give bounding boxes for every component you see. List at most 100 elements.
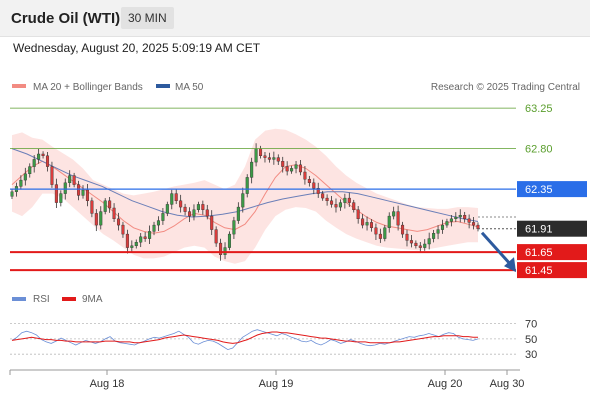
candle [94,209,98,232]
candle-body [418,245,422,248]
candle-body [334,204,338,208]
candle [418,242,422,253]
candle-body [174,193,178,202]
rsi-tick-70: 70 [525,319,537,331]
candle [383,225,387,242]
candle [276,154,280,165]
candle-body [63,182,67,194]
timeframe-button[interactable]: 30 MIN [121,7,174,29]
candle [125,229,129,254]
legend-label-ma20: MA 20 + Bollinger Bands [33,82,143,93]
levels-layer: 63.25 62.80 62.35 61.65 61.45 61.91 [10,103,587,279]
candle-body [72,175,76,185]
price-layer [10,128,480,264]
candle [214,226,218,247]
candle [174,188,178,205]
candle [72,172,76,188]
bollinger-band-area [12,128,478,264]
candle-body [170,193,174,205]
legend-swatch-ma20 [12,84,26,88]
candle-body [298,164,302,173]
candle-body [472,222,476,226]
candle [192,204,196,221]
candle-body [294,164,298,169]
candle-body [401,224,405,235]
candle [365,216,369,231]
candle [68,170,72,188]
candle [183,203,187,216]
candle [303,166,307,185]
candle-body [276,157,280,162]
x-axis: Aug 18 Aug 19 Aug 20 Aug 30 [9,370,524,390]
candle-body [54,184,58,203]
candle [59,190,63,207]
candle [54,178,58,208]
candle [330,195,334,208]
candle [23,167,27,186]
candle [90,197,94,218]
candle-body [241,193,245,208]
candle [467,214,471,229]
candle-body [356,209,360,220]
candle [232,216,236,239]
level-label-62-35: 62.35 [525,184,553,196]
rsi-legend-label-rsi: RSI [33,294,50,305]
ma50-line [11,148,479,222]
x-tick-label: Aug 18 [90,378,125,390]
candle-body [165,204,169,214]
candle [148,225,152,244]
candle-body [476,224,480,229]
candle [356,206,360,224]
candle-body [130,245,134,248]
candle-body [325,197,329,202]
candle [219,238,223,261]
candle-body [250,161,254,178]
candle-body [152,224,156,232]
rsi-9ma-line [11,331,478,344]
candle-body [396,211,400,226]
candle [108,197,112,213]
candle-body [316,187,320,194]
candle-body [423,243,427,248]
candle [423,239,427,251]
candle [50,161,54,188]
candle [427,232,431,250]
candle-body [196,204,200,210]
candle [414,240,418,249]
candle [161,208,165,225]
candle [112,203,116,223]
rsi-legend-swatch-rsi [12,297,26,301]
candle-body [161,213,165,221]
candle-body [108,200,112,209]
candle [285,161,289,176]
candle-body [77,184,81,196]
candle-body [392,211,396,217]
candle-body [369,222,374,228]
candle [458,209,462,223]
candle [392,206,396,220]
candle [179,194,183,213]
last-price-label: 61.91 [525,224,553,236]
candle-body [103,200,107,212]
candle [436,225,440,240]
candle-body [32,159,36,167]
candle-body [383,227,387,239]
candle-body [467,218,471,223]
candle [85,184,89,207]
candle-body [378,233,382,239]
candle [28,163,32,178]
candle-body [139,236,143,243]
candle [37,148,41,164]
candle-body [183,206,187,212]
candle-body [59,193,63,203]
candle-body [312,182,316,189]
legend-swatch-ma50 [156,84,170,88]
candle [316,182,320,198]
rsi-legend-label-9ma: 9MA [82,294,103,305]
candle-body [188,211,192,217]
candle-body [347,197,351,203]
candle [338,199,342,211]
level-label-61-65: 61.65 [525,247,553,259]
candle-body [28,166,32,175]
